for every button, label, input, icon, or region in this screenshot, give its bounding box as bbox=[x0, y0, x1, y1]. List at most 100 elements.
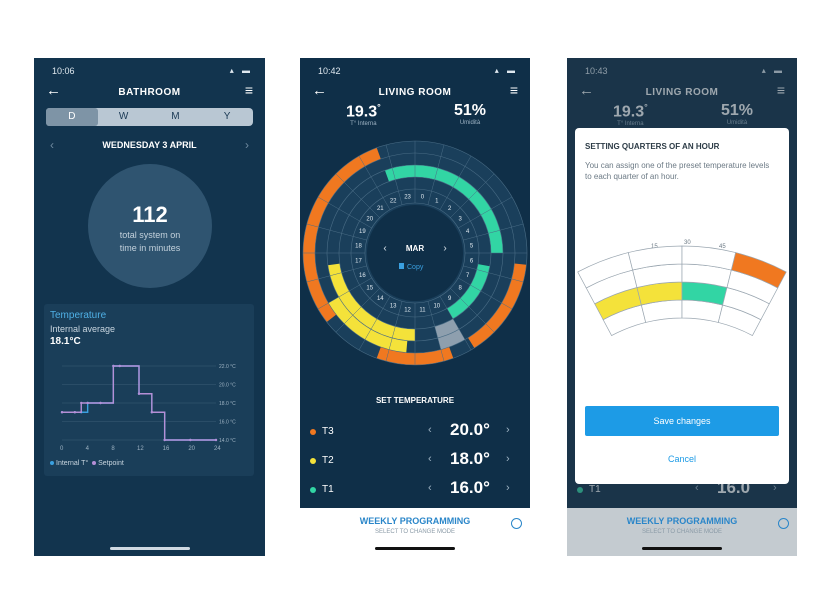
series-point bbox=[163, 438, 166, 442]
ring-segment-t2 bbox=[327, 263, 415, 341]
modal-title: SETTING QUARTERS OF AN HOUR bbox=[585, 142, 720, 151]
series-point bbox=[60, 411, 64, 414]
card-title: Temperature bbox=[50, 310, 107, 321]
t3-decrease-icon[interactable]: ‹ bbox=[428, 424, 432, 436]
quarter-cell bbox=[730, 252, 787, 289]
chevron-left-icon[interactable]: ‹ bbox=[383, 243, 386, 254]
ring-spoke bbox=[358, 155, 391, 210]
internal-temp-label: T° Interna bbox=[617, 121, 644, 128]
filter-icon[interactable]: ≡ bbox=[244, 82, 253, 98]
period-tabs: D W M Y bbox=[46, 108, 253, 126]
page-title: BATHROOM bbox=[118, 87, 181, 98]
save-changes-button[interactable]: Save changes bbox=[585, 406, 779, 436]
quarter-hour-selector[interactable]: 2 3 15 30 45 bbox=[575, 238, 789, 348]
bg-t1-decrease-icon: ‹ bbox=[695, 482, 699, 494]
ring-segment-t1 bbox=[447, 264, 490, 319]
tab-day[interactable]: D bbox=[46, 108, 98, 126]
modal-description: You can assign one of the preset tempera… bbox=[585, 161, 770, 181]
total-label-2: time in minutes bbox=[119, 243, 181, 253]
t2-decrease-icon[interactable]: ‹ bbox=[428, 453, 432, 465]
phone-living-room: 10:42 ▴ ▬ ← LIVING ROOM ≡ 19.3° T° Inter… bbox=[300, 58, 530, 556]
back-arrow-icon[interactable]: ← bbox=[579, 82, 594, 99]
hour-label: 23 bbox=[404, 194, 411, 200]
x-tick-label: 20 bbox=[188, 446, 195, 452]
y-tick-label: 14.0 °C bbox=[219, 438, 236, 444]
tab-month[interactable]: M bbox=[171, 111, 180, 122]
x-tick-label: 4 bbox=[86, 446, 90, 452]
card-value: 18.1°C bbox=[50, 336, 81, 347]
hour-label: 9 bbox=[448, 296, 452, 302]
internal-temp-unit: ° bbox=[377, 102, 381, 112]
home-indicator bbox=[109, 547, 190, 550]
menu-icon[interactable]: ≡ bbox=[776, 82, 785, 98]
legend-dot-setpoint bbox=[92, 461, 97, 466]
status-icons: ▴ ▬ bbox=[494, 66, 518, 75]
ring-center bbox=[367, 205, 463, 301]
bg-t1-dot bbox=[577, 487, 583, 493]
hour-label: 7 bbox=[466, 273, 470, 279]
status-icons: ▴ ▬ bbox=[229, 66, 253, 75]
page-title: LIVING ROOM bbox=[645, 87, 719, 98]
date-nav: ‹ WEDNESDAY 3 APRIL › bbox=[34, 138, 265, 152]
x-tick-label: 8 bbox=[111, 446, 115, 452]
t1-dot bbox=[310, 487, 316, 493]
tab-week[interactable]: W bbox=[118, 111, 129, 122]
series-point bbox=[150, 411, 154, 414]
hour-label: 18 bbox=[355, 244, 362, 250]
back-arrow-icon[interactable]: ← bbox=[312, 82, 327, 99]
series-point bbox=[189, 438, 192, 442]
hour-label: 17 bbox=[355, 258, 362, 264]
x-tick-label: 0 bbox=[60, 446, 64, 452]
hour-label: 0 bbox=[421, 194, 425, 200]
chevron-right-icon[interactable]: › bbox=[245, 138, 249, 152]
hour-label: 21 bbox=[377, 206, 384, 212]
hour-label: 12 bbox=[404, 308, 411, 314]
humidity-label: Umidità bbox=[459, 120, 481, 126]
cancel-button[interactable]: Cancel bbox=[667, 454, 696, 464]
clock-icon bbox=[778, 518, 789, 529]
ring-spoke bbox=[439, 296, 472, 351]
ring-spoke bbox=[317, 196, 372, 229]
tab-year[interactable]: Y bbox=[223, 111, 231, 122]
hour-label: 14 bbox=[377, 296, 384, 302]
internal-temp-label: T° Interna bbox=[350, 121, 377, 128]
series-point bbox=[80, 401, 83, 405]
ring-spoke bbox=[463, 265, 524, 283]
hour-label: 13 bbox=[390, 304, 397, 310]
t2-dot bbox=[310, 458, 316, 464]
hour-label: 1 bbox=[435, 198, 439, 204]
bg-t1-name: T1 bbox=[589, 484, 601, 495]
ring-spoke bbox=[427, 301, 445, 362]
series-point bbox=[86, 401, 89, 405]
ring-spoke bbox=[335, 173, 380, 218]
chevron-left-icon[interactable]: ‹ bbox=[50, 138, 54, 152]
t3-increase-icon[interactable]: › bbox=[506, 424, 510, 436]
card-subtitle: Internal average bbox=[50, 324, 116, 334]
humidity-value: 51% bbox=[721, 102, 754, 119]
humidity-stat: 51% Umidità bbox=[721, 102, 753, 126]
weekly-ring-chart[interactable]: 23 012345678910111213141516171819202122MA… bbox=[300, 138, 530, 368]
hour-label: 5 bbox=[470, 244, 474, 250]
footer-title: WEEKLY PROGRAMMING bbox=[626, 516, 738, 526]
chevron-right-icon[interactable]: › bbox=[443, 243, 446, 254]
t1-decrease-icon[interactable]: ‹ bbox=[428, 482, 432, 494]
tick-30: 30 bbox=[684, 240, 691, 246]
tick-45: 45 bbox=[719, 244, 726, 250]
series-point bbox=[73, 411, 77, 414]
ring-spoke bbox=[385, 144, 403, 205]
hour-label: 11 bbox=[419, 308, 426, 314]
t3-unit: ° bbox=[483, 420, 490, 439]
status-icons: ▴ ▬ bbox=[761, 66, 785, 75]
copy-button[interactable]: Copy bbox=[407, 264, 424, 271]
mode-footer[interactable]: WEEKLY PROGRAMMING SELECT TO CHANGE MODE bbox=[300, 508, 530, 556]
y-tick-label: 20.0 °C bbox=[219, 383, 236, 389]
clock-icon[interactable] bbox=[511, 518, 522, 529]
t1-unit: ° bbox=[483, 478, 490, 497]
internal-temp-value: 19.3 bbox=[613, 103, 645, 121]
ring-spoke bbox=[463, 223, 524, 241]
menu-icon[interactable]: ≡ bbox=[509, 82, 518, 98]
t2-increase-icon[interactable]: › bbox=[506, 453, 510, 465]
t1-increase-icon[interactable]: › bbox=[506, 482, 510, 494]
back-arrow-icon[interactable]: ← bbox=[46, 82, 61, 99]
phone-quarter-modal: 10:43 ▴ ▬ ← LIVING ROOM ≡ 19.3° T° Inter… bbox=[567, 58, 797, 556]
